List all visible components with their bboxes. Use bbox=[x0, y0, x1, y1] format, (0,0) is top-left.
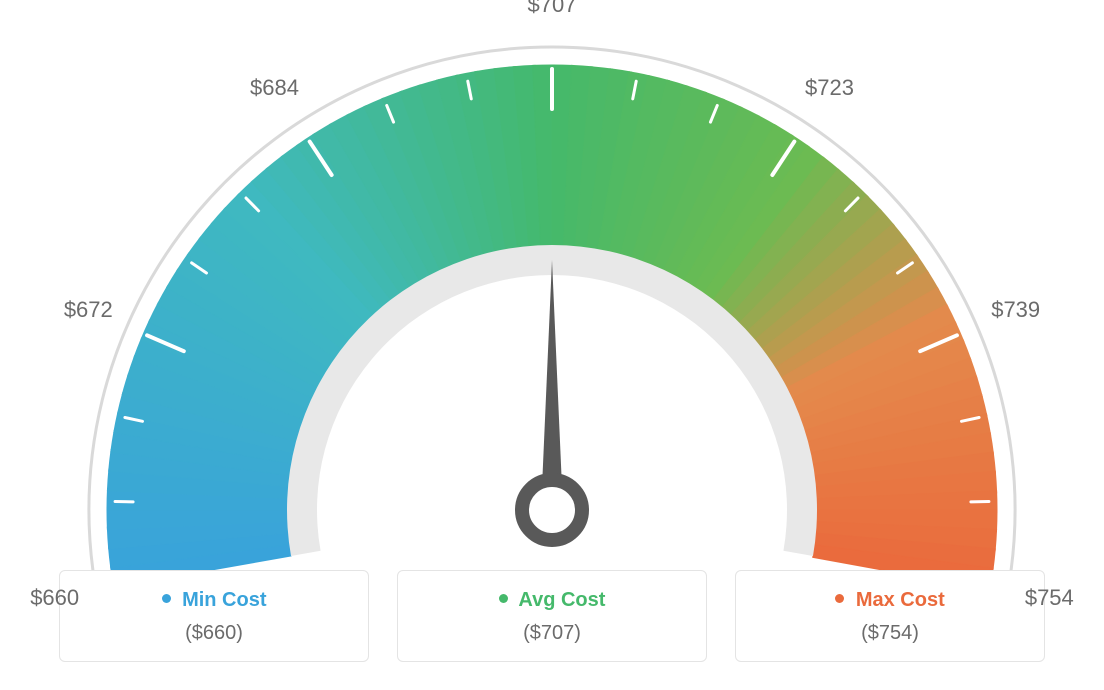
gauge-chart: $660$672$684$707$723$739$754 bbox=[0, 0, 1104, 570]
legend-row: Min Cost ($660) Avg Cost ($707) Max Cost… bbox=[0, 570, 1104, 662]
legend-value-max: ($754) bbox=[746, 622, 1034, 645]
dot-icon bbox=[835, 594, 844, 603]
gauge-tick-label: $754 bbox=[1025, 585, 1074, 611]
gauge-tick-label: $660 bbox=[30, 585, 79, 611]
gauge-tick-label: $707 bbox=[528, 0, 577, 18]
legend-value-min: ($660) bbox=[70, 622, 358, 645]
legend-card-min: Min Cost ($660) bbox=[59, 570, 369, 662]
legend-title-text: Max Cost bbox=[856, 589, 945, 611]
legend-title-text: Avg Cost bbox=[518, 589, 605, 611]
gauge-tick-label: $684 bbox=[250, 75, 299, 101]
legend-title-text: Min Cost bbox=[182, 589, 266, 611]
legend-title-avg: Avg Cost bbox=[408, 589, 696, 612]
legend-title-min: Min Cost bbox=[70, 589, 358, 612]
gauge-tick-label: $739 bbox=[991, 297, 1040, 323]
dot-icon bbox=[499, 594, 508, 603]
gauge-tick-label: $723 bbox=[805, 75, 854, 101]
gauge-svg bbox=[0, 0, 1104, 570]
legend-card-avg: Avg Cost ($707) bbox=[397, 570, 707, 662]
legend-title-max: Max Cost bbox=[746, 589, 1034, 612]
gauge-tick-label: $672 bbox=[64, 297, 113, 323]
legend-card-max: Max Cost ($754) bbox=[735, 570, 1045, 662]
dot-icon bbox=[162, 594, 171, 603]
legend-value-avg: ($707) bbox=[408, 622, 696, 645]
